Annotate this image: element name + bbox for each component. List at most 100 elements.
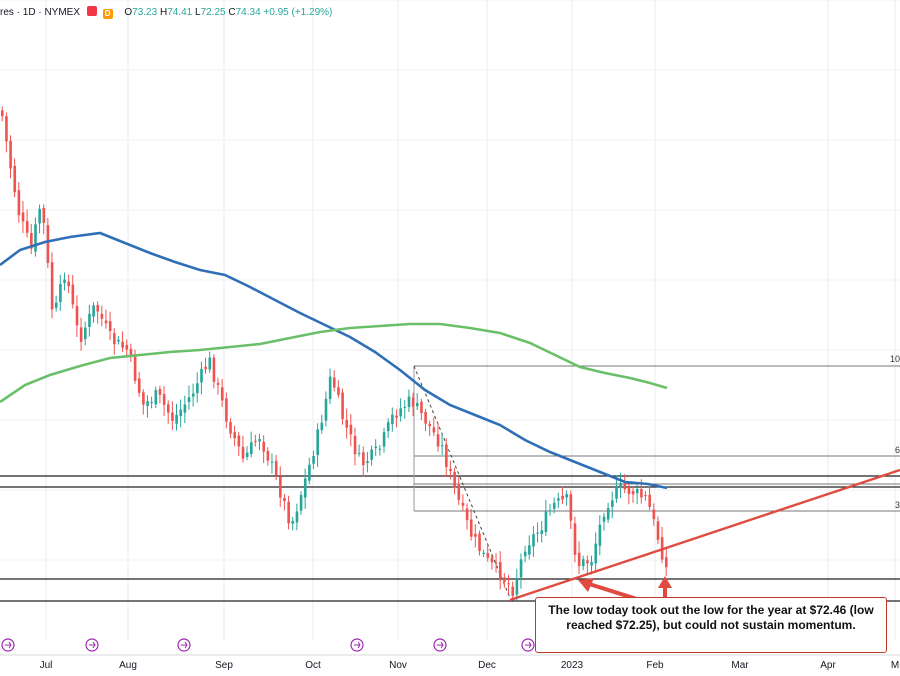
candle-body	[582, 559, 585, 567]
candle-body	[162, 394, 166, 405]
candle-body	[54, 302, 58, 308]
x-axis: Jul Aug Sep Oct Nov Dec 2023 Feb Mar Apr M	[0, 654, 900, 671]
x-tick-label: M	[891, 660, 899, 671]
chart-grid	[0, 0, 900, 640]
candle-body	[482, 552, 485, 554]
candle-body	[540, 530, 544, 535]
candle-body	[469, 519, 473, 537]
candle-body	[200, 368, 203, 383]
candle-body	[187, 397, 191, 402]
candle-body	[171, 412, 174, 421]
candle-body	[445, 444, 448, 467]
candle-body	[75, 306, 79, 326]
candlesticks	[1, 106, 668, 601]
candle-body	[17, 190, 21, 216]
candle-body	[71, 284, 75, 305]
change-value: +0.95 (+1.29%)	[263, 7, 333, 18]
candle-body	[652, 509, 656, 520]
candle-body	[507, 583, 510, 585]
candle-body	[615, 485, 618, 499]
candle-body	[250, 442, 253, 455]
candle-body	[225, 398, 228, 422]
candle-body	[374, 446, 378, 449]
symbol-title[interactable]: res · 1D · NYMEX	[0, 7, 81, 18]
low-value: 72.25	[200, 7, 226, 18]
close-value: 74.34	[235, 7, 261, 18]
candle-body	[656, 521, 660, 540]
candle-body	[9, 140, 12, 169]
candle-body	[92, 305, 95, 317]
candle-body	[204, 366, 207, 370]
candle-body	[499, 562, 502, 581]
candle-body	[523, 551, 527, 557]
candle-body	[237, 435, 241, 447]
candle-body	[137, 378, 141, 393]
market-status-icon[interactable]	[86, 6, 97, 16]
candle-body	[552, 502, 556, 509]
candle-body	[50, 262, 54, 310]
candle-body	[453, 471, 456, 488]
fib-label-low: 3	[894, 500, 900, 510]
candle-body	[154, 390, 158, 405]
x-tick-label: Feb	[646, 660, 664, 671]
candle-body	[25, 221, 29, 233]
candle-body	[104, 320, 108, 324]
candle-body	[370, 449, 373, 460]
arrow-right-head	[658, 576, 672, 588]
candle-body	[175, 414, 178, 424]
candle-body	[295, 511, 299, 523]
candle-body	[565, 494, 568, 498]
candle-body	[594, 543, 598, 564]
candle-body	[635, 488, 639, 494]
candle-body	[183, 404, 187, 413]
candle-body	[220, 387, 224, 401]
candle-body	[254, 440, 257, 442]
candle-body	[416, 403, 419, 407]
candle-body	[602, 516, 606, 522]
candle-body	[5, 116, 8, 142]
candle-body	[399, 408, 402, 417]
candle-body	[403, 406, 407, 408]
candle-body	[133, 354, 137, 381]
x-tick-label: Nov	[389, 660, 407, 671]
candle-body	[158, 388, 162, 395]
candle-body	[619, 483, 622, 488]
trendlines	[509, 468, 900, 602]
candle-body	[328, 376, 332, 399]
delayed-data-icon[interactable]: D	[102, 9, 113, 19]
fib-label-mid: 6	[894, 445, 900, 455]
candle-body	[366, 461, 369, 463]
event-arrow-icon	[354, 641, 361, 649]
candle-body	[208, 357, 212, 370]
candle-body	[532, 534, 535, 547]
chart-header: res · 1D · NYMEX D O73.23 H74.41 L72.25 …	[0, 6, 332, 19]
candle-body	[21, 212, 25, 222]
candle-body	[30, 233, 33, 249]
candle-body	[631, 491, 635, 495]
candle-body	[279, 476, 282, 498]
candle-body	[191, 393, 195, 397]
high-value: 74.41	[167, 7, 193, 18]
candle-body	[557, 498, 560, 501]
candle-body	[391, 414, 394, 425]
candle-body	[362, 452, 365, 466]
candle-body	[216, 382, 220, 385]
candle-body	[63, 279, 66, 284]
candle-body	[465, 508, 469, 521]
candle-body	[287, 501, 290, 524]
candle-body	[494, 562, 498, 564]
candle-body	[212, 357, 216, 382]
candle-body	[42, 208, 46, 223]
arrow-left-head	[578, 578, 594, 592]
ma-fast-line	[0, 231, 668, 490]
candle-body	[167, 404, 170, 413]
candle-body	[449, 468, 452, 472]
candle-body	[544, 511, 548, 532]
candle-body	[382, 432, 386, 447]
candle-body	[59, 284, 62, 303]
candle-body	[606, 508, 610, 520]
candle-body	[316, 429, 319, 456]
x-tick-label: Jul	[40, 660, 53, 671]
candle-body	[648, 494, 651, 507]
